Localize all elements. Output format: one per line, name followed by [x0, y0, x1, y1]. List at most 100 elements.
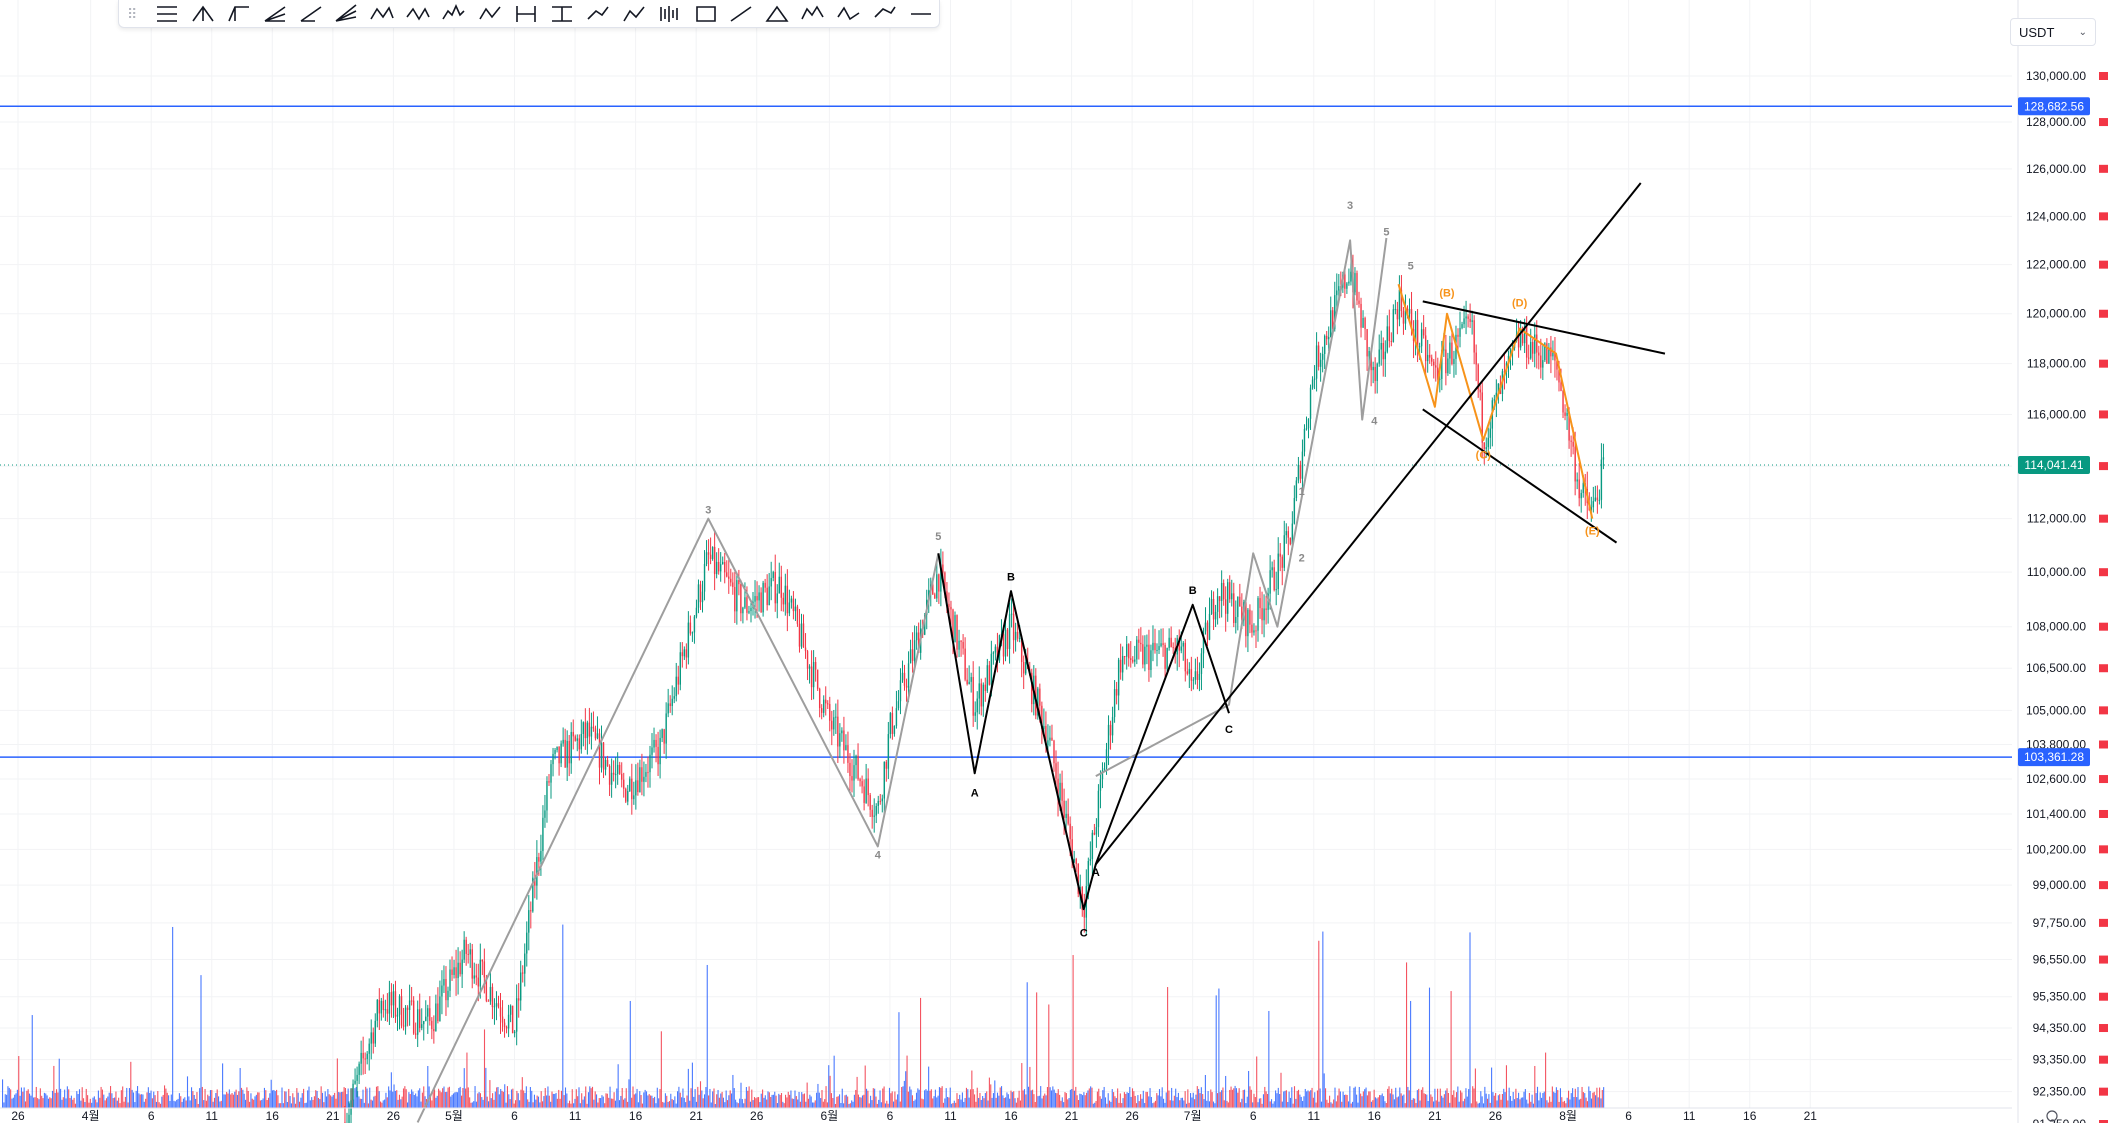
schiff-pitchfork-tool-button[interactable]: [221, 1, 257, 27]
xabcd-pattern-tool-button[interactable]: [364, 1, 400, 27]
alert-marker-icon[interactable]: [2099, 881, 2108, 890]
candle-body: [835, 716, 837, 718]
drawing-toolbar[interactable]: ⠿: [118, 0, 940, 28]
price-range-tool-button[interactable]: [544, 1, 580, 27]
currency-select[interactable]: USDT ⌄: [2010, 18, 2096, 46]
candle-body: [1115, 689, 1118, 696]
volume-bar: [366, 1088, 368, 1108]
triangle-pattern-tool-button[interactable]: [759, 1, 795, 27]
black-wave-line[interactable]: [937, 553, 1230, 911]
time-tick-label: 6월: [821, 1109, 839, 1123]
alert-marker-icon[interactable]: [2099, 514, 2108, 523]
alert-marker-icon[interactable]: [2099, 118, 2108, 127]
volume-bar: [370, 1099, 372, 1108]
volume-bar: [705, 1087, 707, 1108]
alert-marker-icon[interactable]: [2099, 622, 2108, 631]
volume-bar: [1484, 1086, 1486, 1108]
volume-bar: [111, 1093, 113, 1108]
gray-wave-line[interactable]: [1095, 237, 1388, 777]
volume-bar: [1234, 1085, 1236, 1108]
candle-body: [1113, 689, 1116, 718]
elliott-correction-tool-button[interactable]: [831, 1, 867, 27]
alert-marker-icon[interactable]: [2099, 72, 2108, 80]
multi-line-tool-button[interactable]: [149, 1, 185, 27]
alert-marker-icon[interactable]: [2099, 568, 2108, 577]
gann-fan-tool-button[interactable]: [257, 1, 293, 27]
volume-bar: [66, 1086, 68, 1108]
volume-bar: [909, 1086, 911, 1108]
volume-bar: [1007, 1094, 1009, 1108]
elliott-wave-tool-button[interactable]: [795, 1, 831, 27]
candle-body: [1556, 360, 1558, 370]
price-axis[interactable]: 130,000.00128,000.00126,000.00124,000.00…: [2017, 0, 2108, 1128]
cypher-pattern-tool-button[interactable]: [400, 1, 436, 27]
candle-body: [467, 953, 469, 955]
fib-fan-tool-button[interactable]: [329, 1, 365, 27]
candle-body: [1485, 447, 1487, 449]
abcd-pattern-tool-button[interactable]: [472, 1, 508, 27]
alert-marker-icon[interactable]: [2099, 992, 2108, 1001]
forecast-tool-button[interactable]: [580, 1, 616, 27]
volume-bar: [157, 1091, 159, 1108]
alert-marker-icon[interactable]: [2099, 359, 2108, 368]
orange-wave-line[interactable]: [1397, 283, 1594, 519]
alert-marker-icon[interactable]: [2099, 809, 2108, 818]
trend-angle-tool-button[interactable]: [293, 1, 329, 27]
date-range-tool-button[interactable]: [508, 1, 544, 27]
volume-bar: [739, 1098, 741, 1108]
alert-marker-icon[interactable]: [2099, 775, 2108, 784]
alert-marker-icon[interactable]: [2099, 212, 2108, 221]
candle-body: [1546, 343, 1548, 364]
trend-line-drawings[interactable]: [1095, 182, 1666, 865]
alert-marker-icon[interactable]: [2099, 664, 2108, 673]
volume-bar: [571, 1089, 573, 1108]
volume-bar: [1539, 1092, 1541, 1108]
alert-marker-icon[interactable]: [2099, 740, 2108, 749]
volume-bar: [249, 1101, 251, 1108]
horizontal-ray-tool-button[interactable]: [903, 1, 939, 27]
multi-line-tool-glyph: [156, 5, 177, 22]
alert-marker-icon[interactable]: [2099, 260, 2108, 269]
volume-bar: [678, 1086, 680, 1108]
alert-marker-icon[interactable]: [2099, 462, 2108, 471]
price-tick-label: 100,200.00: [2026, 842, 2086, 856]
alert-marker-icon[interactable]: [2099, 309, 2108, 318]
trend-line[interactable]: [1422, 300, 1666, 355]
trend-line[interactable]: [1422, 408, 1618, 544]
volume-bar: [60, 1088, 62, 1108]
alert-marker-icon[interactable]: [2099, 164, 2108, 173]
candle-body: [802, 623, 805, 648]
rectangle-tool-button[interactable]: [688, 1, 724, 27]
bars-pattern-tool-button[interactable]: [652, 1, 688, 27]
gray-wave-line[interactable]: [416, 517, 940, 1123]
candle-body: [1263, 608, 1265, 621]
polyline-tool-button[interactable]: [867, 1, 903, 27]
drag-handle-icon[interactable]: ⠿: [127, 5, 138, 22]
alert-marker-icon[interactable]: [2099, 845, 2108, 854]
hline-price-label: 103,361.28: [2024, 750, 2084, 764]
time-axis[interactable]: 26 4월 6 11 16 21 26 5월 6 11 16 21 26 6월 6 11 16 21 26 7월 6 11…: [0, 1107, 2058, 1123]
alert-marker-icon[interactable]: [2099, 1055, 2108, 1064]
volume-bar: [371, 1100, 373, 1108]
candle-body: [1014, 631, 1017, 641]
alert-marker-icon[interactable]: [2099, 706, 2108, 715]
head-shoulders-tool-button[interactable]: [436, 1, 472, 27]
alert-marker-icon[interactable]: [2099, 918, 2108, 927]
pitchfork-tool-button[interactable]: [185, 1, 221, 27]
volume-bar: [528, 1101, 530, 1108]
horizontal-lines[interactable]: [0, 105, 2012, 758]
candle-body: [1362, 317, 1364, 328]
volume-bar: [1553, 1091, 1555, 1108]
alert-marker-icon[interactable]: [2099, 1024, 2108, 1033]
alert-marker-icon[interactable]: [2099, 410, 2108, 419]
trend-line-tool-button[interactable]: [723, 1, 759, 27]
settings-gear-icon[interactable]: [2046, 1110, 2058, 1122]
path-tool-button[interactable]: [616, 1, 652, 27]
trend-line[interactable]: [1095, 182, 1642, 865]
candle-body: [1392, 309, 1395, 342]
alert-marker-icon[interactable]: [2099, 1087, 2108, 1096]
alert-marker-icon[interactable]: [2099, 955, 2108, 964]
wave-drawings[interactable]: [416, 237, 1594, 1123]
